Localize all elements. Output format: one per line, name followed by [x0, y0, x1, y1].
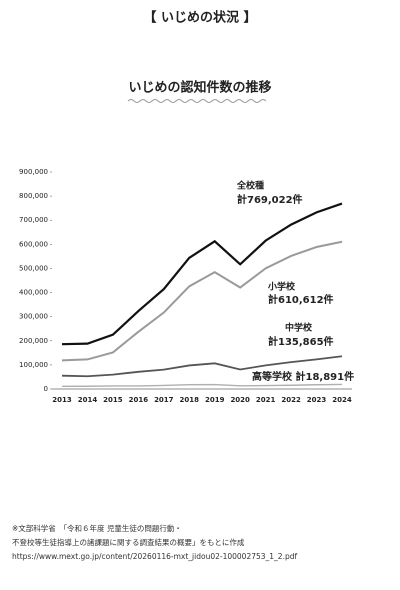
wavy-underline — [127, 99, 267, 103]
y-tick-label: 500,000 — [19, 264, 48, 272]
chart-title: いじめの認知件数の推移 — [128, 80, 271, 96]
annotation: 小学校 — [267, 281, 296, 293]
y-tick-label: 800,000 — [19, 192, 48, 200]
x-tick-label: 2022 — [281, 396, 301, 404]
x-tick-label: 2017 — [154, 396, 174, 404]
x-tick-label: 2015 — [103, 396, 123, 404]
annotation: 計610,612件 — [268, 293, 334, 306]
y-tick-label: 100,000 — [19, 361, 48, 369]
y-tick-label: 400,000 — [19, 289, 48, 297]
annotation: 計769,022件 — [237, 193, 303, 206]
y-tick-label: 300,000 — [19, 313, 48, 321]
x-tick-label: 2020 — [230, 396, 250, 404]
y-tick-label: 0 — [44, 385, 48, 393]
annotation: 高等学校 計18,891件 — [252, 370, 354, 383]
x-tick-label: 2016 — [129, 396, 149, 404]
x-tick-label: 2018 — [180, 396, 200, 404]
series-line — [61, 355, 343, 378]
note: 不登校等生徒指導上の諸課題に関する調査結果の概要」をもとに作成 — [12, 537, 245, 547]
y-tick-label: 700,000 — [19, 216, 48, 224]
series-line — [61, 383, 343, 388]
note: https://www.mext.go.jp/content/20260116-… — [12, 552, 297, 561]
y-tick-label: 600,000 — [19, 240, 48, 248]
annotation: 中学校 — [285, 322, 313, 334]
annotation: 計135,865件 — [268, 335, 334, 348]
y-tick-label: 200,000 — [19, 337, 48, 345]
x-tick-label: 2019 — [205, 396, 225, 404]
x-tick-label: 2014 — [78, 396, 98, 404]
x-tick-label: 2024 — [332, 396, 352, 404]
x-tick-label: 2021 — [256, 396, 276, 404]
note: ※文部科学省 「令和６年度 児童生徒の問題行動・ — [12, 523, 182, 533]
series-line — [61, 240, 343, 362]
series-line — [61, 202, 343, 346]
header: 【 いじめの状況 】 — [143, 10, 256, 26]
y-tick-label: 900,000 — [19, 168, 48, 176]
x-tick-label: 2013 — [52, 396, 72, 404]
annotation: 全校種 — [236, 180, 264, 192]
x-tick-label: 2023 — [307, 396, 327, 404]
